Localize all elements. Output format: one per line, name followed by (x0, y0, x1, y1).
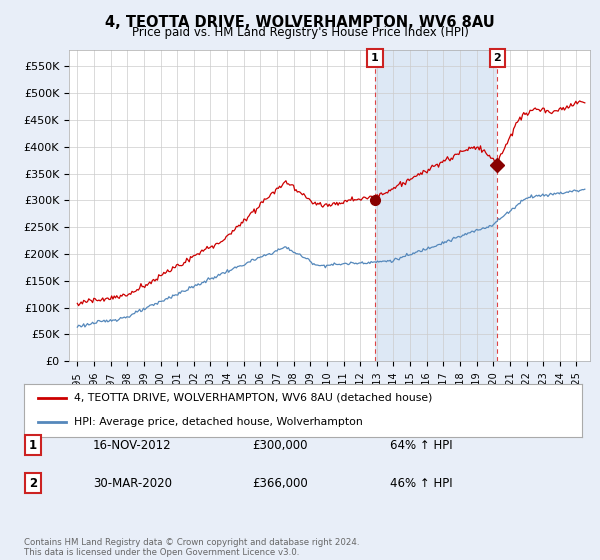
Text: 16-NOV-2012: 16-NOV-2012 (93, 438, 172, 452)
Text: 30-MAR-2020: 30-MAR-2020 (93, 477, 172, 490)
Text: 4, TEOTTA DRIVE, WOLVERHAMPTON, WV6 8AU (detached house): 4, TEOTTA DRIVE, WOLVERHAMPTON, WV6 8AU … (74, 393, 433, 403)
Text: £300,000: £300,000 (252, 438, 308, 452)
Text: 64% ↑ HPI: 64% ↑ HPI (390, 438, 452, 452)
Text: 2: 2 (29, 477, 37, 490)
Text: 1: 1 (371, 53, 379, 63)
Text: Price paid vs. HM Land Registry's House Price Index (HPI): Price paid vs. HM Land Registry's House … (131, 26, 469, 39)
Text: HPI: Average price, detached house, Wolverhampton: HPI: Average price, detached house, Wolv… (74, 417, 363, 427)
Text: 4, TEOTTA DRIVE, WOLVERHAMPTON, WV6 8AU: 4, TEOTTA DRIVE, WOLVERHAMPTON, WV6 8AU (105, 15, 495, 30)
Text: 1: 1 (29, 438, 37, 452)
Text: 46% ↑ HPI: 46% ↑ HPI (390, 477, 452, 490)
Text: 2: 2 (494, 53, 502, 63)
Text: £366,000: £366,000 (252, 477, 308, 490)
Bar (375, 50, 497, 361)
Text: Contains HM Land Registry data © Crown copyright and database right 2024.
This d: Contains HM Land Registry data © Crown c… (24, 538, 359, 557)
